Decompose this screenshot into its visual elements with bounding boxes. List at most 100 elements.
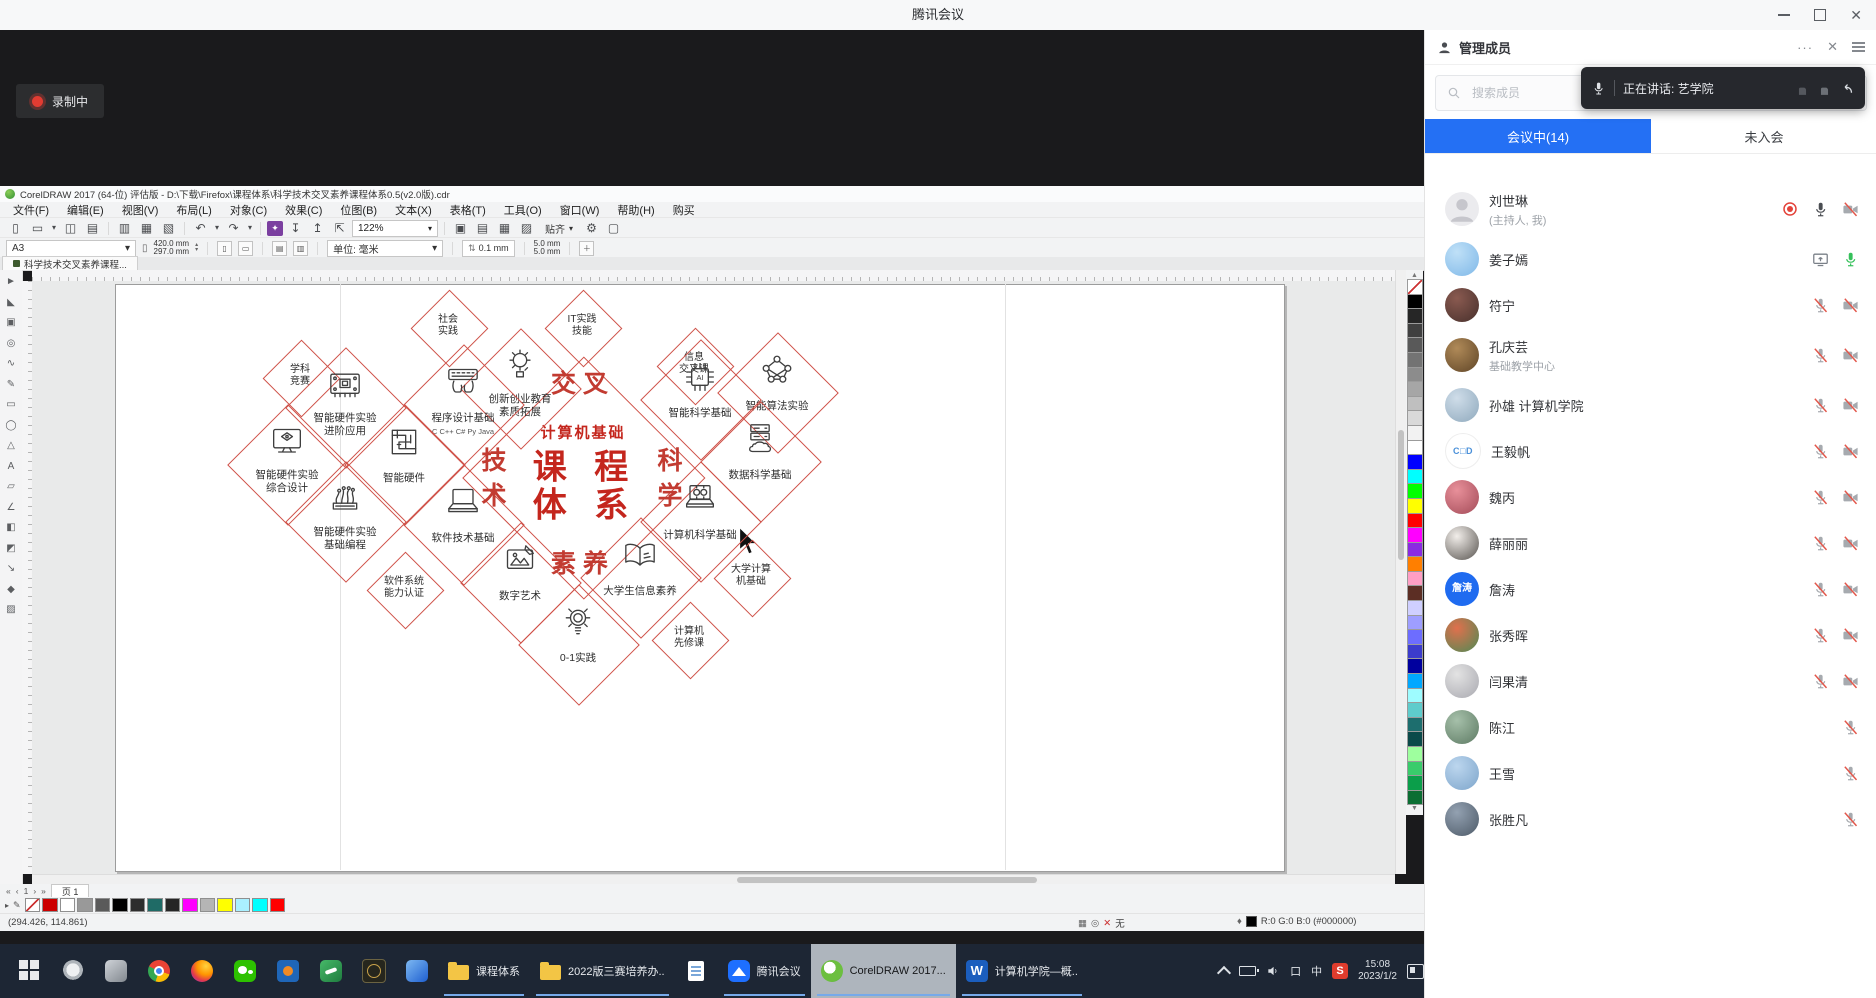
doc-color-swatch[interactable] (77, 897, 93, 913)
raise-hand-icon[interactable] (1794, 80, 1811, 97)
show-guidelines-icon[interactable]: ▨ (520, 221, 533, 235)
color-swatch[interactable] (1406, 337, 1423, 353)
ime-box-indicator[interactable]: 口 (1290, 966, 1302, 978)
portrait-button[interactable]: ▯ (217, 240, 233, 256)
parallel-dimension-tool-icon[interactable]: ▱ (7, 481, 15, 492)
page-dimensions[interactable]: 420.0 mm 297.0 mm (153, 238, 190, 256)
shape-tool-icon[interactable]: ◣ (7, 296, 15, 308)
landscape-button[interactable]: ▭ (238, 240, 254, 256)
participant-row[interactable]: 孔庆芸 基础教学中心 (1425, 328, 1876, 382)
fullscreen-preview-icon[interactable]: ▣ (454, 221, 467, 235)
color-eyedropper-tool-icon[interactable]: ↘ (6, 563, 16, 574)
color-swatch[interactable] (1406, 541, 1423, 558)
open-document-icon[interactable]: ▭ (31, 221, 44, 235)
menu-对象C[interactable]: 对象(C) (229, 204, 268, 217)
menu-文件F[interactable]: 文件(F) (13, 204, 50, 217)
color-swatch[interactable] (1406, 424, 1423, 441)
doc-color-swatch[interactable] (252, 897, 268, 913)
search-content-icon[interactable]: ✦ (267, 220, 283, 236)
copy-icon[interactable]: ▥ (118, 221, 131, 235)
new-document-icon[interactable]: ▯ (12, 221, 19, 235)
smart-fill-tool-icon[interactable]: ▨ (6, 604, 16, 615)
connector-tool-icon[interactable]: ∠ (6, 501, 16, 513)
doc-color-swatch[interactable] (147, 897, 163, 913)
doc-color-swatch[interactable] (112, 897, 128, 913)
color-swatch[interactable] (1406, 556, 1423, 572)
gold-app-icon[interactable] (352, 944, 395, 998)
doc-color-swatch[interactable] (182, 897, 198, 913)
color-swatch[interactable] (1406, 658, 1423, 675)
pick-tool-icon[interactable]: ► (6, 276, 16, 287)
paste-icon[interactable]: ▦ (140, 221, 153, 235)
panel-menu-icon[interactable] (1852, 41, 1865, 53)
doc-color-swatch[interactable] (94, 897, 111, 913)
task-folder-kecheng[interactable]: 课程体系 (438, 944, 530, 998)
color-swatch[interactable] (1406, 512, 1423, 529)
color-swatch[interactable] (1406, 381, 1423, 397)
drawing-canvas[interactable] (32, 281, 1395, 874)
drop-shadow-tool-icon[interactable]: ◧ (6, 522, 16, 533)
page-next-icon[interactable]: › (33, 885, 37, 896)
doc-color-swatch[interactable] (164, 897, 181, 913)
menu-帮助H[interactable]: 帮助(H) (617, 204, 655, 217)
doc-color-swatch[interactable] (199, 897, 216, 913)
transparency-tool-icon[interactable]: ◩ (6, 542, 16, 554)
xmind-icon[interactable] (309, 944, 352, 998)
show-grid-icon[interactable]: ▦ (498, 221, 511, 235)
panel-close-icon[interactable]: ✕ (1827, 39, 1838, 54)
dimension-stepper[interactable]: ▴ ▾ (195, 242, 199, 253)
participant-row[interactable]: 詹涛 詹涛 (1425, 566, 1876, 612)
participant-row[interactable]: C□D 王毅帆 (1425, 428, 1876, 474)
dockers-icon[interactable]: ▢ (607, 221, 620, 235)
participant-row[interactable]: 张胜凡 (1425, 796, 1876, 842)
color-swatch[interactable] (1406, 454, 1423, 470)
options-gear-icon[interactable]: ⚙ (586, 221, 597, 235)
color-swatch[interactable] (1406, 322, 1423, 339)
no-color-swatch[interactable] (1406, 279, 1423, 295)
no-color-swatch[interactable] (24, 897, 41, 913)
color-swatch[interactable] (1406, 527, 1423, 543)
page-prev-icon[interactable]: ‹ (15, 885, 19, 896)
volume-icon[interactable] (1266, 964, 1280, 978)
participant-row[interactable]: 王雪 (1425, 750, 1876, 796)
color-swatch[interactable] (1406, 673, 1423, 689)
polygon-tool-icon[interactable]: △ (7, 440, 15, 451)
minimize-icon[interactable] (1778, 14, 1791, 16)
document-page[interactable] (115, 284, 1285, 872)
participant-row[interactable]: 刘世琳 (主持人, 我) (1425, 182, 1876, 236)
menu-视图V[interactable]: 视图(V) (121, 204, 159, 217)
participant-row[interactable]: 张秀晖 (1425, 612, 1876, 658)
document-tab[interactable]: 科学技术交叉素养课程... (2, 256, 138, 271)
menu-工具O[interactable]: 工具(O) (503, 204, 542, 217)
gray-app-icon[interactable] (94, 944, 137, 998)
ime-lang-indicator[interactable]: 中 (1311, 966, 1323, 978)
export-icon[interactable]: ↥ (312, 221, 323, 235)
more-options-icon[interactable]: ··· (1797, 39, 1814, 55)
crop-tool-icon[interactable]: ▣ (6, 317, 16, 328)
color-swatch[interactable] (1406, 702, 1423, 718)
text-tool-icon[interactable]: A (7, 460, 15, 472)
menu-表格T[interactable]: 表格(T) (449, 204, 486, 217)
save-icon[interactable]: ◫ (64, 221, 77, 235)
close-icon[interactable]: ✕ (1850, 7, 1862, 23)
tab-not-joined[interactable]: 未入会 (1651, 119, 1876, 153)
blue-app-icon[interactable] (395, 944, 438, 998)
doc-color-swatch[interactable] (129, 897, 146, 913)
duplicate-icon[interactable]: ▧ (162, 221, 175, 235)
ellipse-tool-icon[interactable]: ◯ (5, 419, 17, 431)
color-swatch[interactable] (1406, 614, 1423, 631)
snap-to-select[interactable]: 贴齐 ▾ (545, 223, 574, 236)
color-swatch[interactable] (1406, 395, 1423, 412)
doc-color-swatch[interactable] (59, 897, 76, 913)
color-swatch[interactable] (1406, 483, 1423, 499)
participant-row[interactable]: 陈江 (1425, 704, 1876, 750)
color-swatch[interactable] (1406, 716, 1423, 733)
menu-购买[interactable]: 购买 (672, 204, 695, 217)
menu-编辑E[interactable]: 编辑(E) (67, 204, 104, 217)
menu-效果C[interactable]: 效果(C) (285, 204, 323, 217)
vertical-scrollbar[interactable] (1395, 270, 1406, 874)
raise-hand-icon[interactable] (1816, 80, 1833, 97)
menu-布局L[interactable]: 布局(L) (176, 204, 212, 217)
color-swatch[interactable] (1406, 351, 1423, 368)
tray-expand-icon[interactable] (1216, 965, 1232, 980)
